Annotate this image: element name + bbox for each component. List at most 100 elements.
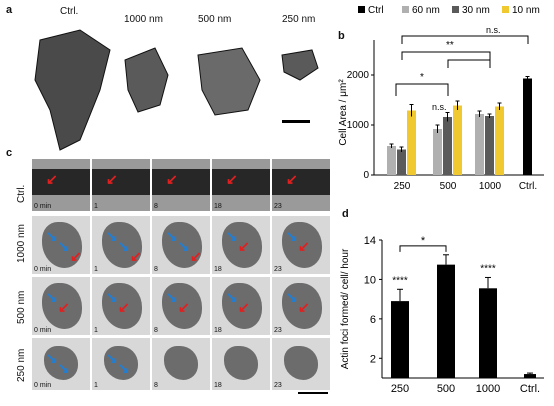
blue-arrow: ↘ bbox=[106, 228, 118, 244]
cell-image bbox=[222, 222, 262, 268]
bar-d-3 bbox=[524, 374, 536, 378]
cell-image bbox=[212, 169, 270, 195]
x-tick-label-d-0: 250 bbox=[391, 383, 409, 395]
bracket-d bbox=[399, 245, 447, 252]
time-label: 23 bbox=[274, 266, 282, 273]
cell-image bbox=[102, 283, 142, 329]
cell-ctrl bbox=[34, 29, 111, 151]
cell-image bbox=[152, 169, 210, 195]
micrograph-1-3: ↘ ↙ 18 bbox=[212, 216, 270, 274]
x-tick-label-d-2: 1000 bbox=[476, 383, 500, 395]
sig-d-250: **** bbox=[392, 275, 408, 286]
bar-b-2-1 bbox=[485, 116, 494, 175]
blue-arrow: ↘ bbox=[178, 238, 190, 254]
cell-image bbox=[222, 283, 262, 329]
sig-d-1000: **** bbox=[480, 263, 496, 274]
x-tick-label-d-3: Ctrl. bbox=[520, 383, 540, 395]
legend-label-0: Ctrl bbox=[368, 5, 384, 16]
time-label: 0 min bbox=[34, 266, 52, 273]
blue-arrow: ↘ bbox=[58, 238, 70, 254]
cell-image bbox=[92, 169, 150, 195]
time-label: 8 bbox=[154, 203, 158, 210]
sig-b-top: n.s. bbox=[486, 25, 501, 35]
bar-b-2-2 bbox=[495, 106, 504, 175]
panel-c-row-label-1: 1000 nm bbox=[16, 224, 27, 263]
chart-d: 2 6 10 14 Actin foci formed/ cell/ hour 250 50… bbox=[340, 235, 544, 395]
x-tick-label-b-1: 500 bbox=[440, 181, 457, 192]
blue-arrow: ↘ bbox=[46, 228, 58, 244]
legend-swatch-3 bbox=[502, 6, 509, 13]
blue-arrow: ↘ bbox=[46, 289, 58, 305]
micrograph-0-4: ↙ 23 bbox=[272, 159, 330, 211]
legend-swatch-2 bbox=[452, 6, 459, 13]
legend-label-3: 10 nm bbox=[512, 5, 540, 16]
red-arrow: ↙ bbox=[106, 171, 118, 187]
panel-c-row-label-3: 250 nm bbox=[16, 348, 27, 382]
cell-500 bbox=[197, 47, 261, 116]
panel-a-label-ctrl: Ctrl. bbox=[60, 6, 79, 17]
panel-c-letter: c bbox=[6, 147, 13, 159]
y-tick-label-d-2: 10 bbox=[364, 274, 376, 286]
y-tick-label-2: 2000 bbox=[347, 70, 370, 81]
micrograph-1-0: ↘ ↘ ↙ 0 min bbox=[32, 216, 90, 274]
cell-250 bbox=[281, 49, 319, 81]
legend-swatch-0 bbox=[358, 6, 365, 13]
blue-arrow: ↘ bbox=[58, 360, 70, 376]
panel-c-row-label-2: 500 nm bbox=[16, 290, 27, 324]
micrograph-0-2: ↙ 8 bbox=[152, 159, 210, 211]
bracket-b-low bbox=[395, 83, 449, 96]
sig-b-ns: n.s. bbox=[432, 102, 447, 112]
sig-b-single: * bbox=[420, 72, 424, 83]
blue-arrow: ↘ bbox=[118, 360, 130, 376]
red-arrow: ↙ bbox=[178, 299, 190, 315]
bracket-b-mid bbox=[401, 51, 491, 60]
red-arrow: ↙ bbox=[298, 238, 310, 254]
bar-b-0-1 bbox=[397, 149, 406, 175]
y-tick-label-d-3: 14 bbox=[364, 235, 376, 247]
blue-arrow: ↘ bbox=[118, 238, 130, 254]
cell-image bbox=[32, 169, 90, 195]
time-label: 18 bbox=[214, 266, 222, 273]
red-arrow: ↙ bbox=[226, 171, 238, 187]
time-label: 1 bbox=[94, 203, 98, 210]
red-arrow: ↙ bbox=[286, 171, 298, 187]
time-label: 1 bbox=[94, 266, 98, 273]
bar-b-1-0 bbox=[433, 129, 442, 175]
blue-arrow: ↘ bbox=[166, 289, 178, 305]
sig-b-double: ** bbox=[446, 40, 454, 51]
y-tick-label-0: 0 bbox=[363, 170, 369, 181]
legend-label-1: 60 nm bbox=[412, 5, 440, 16]
y-axis-label: Cell Area / μm² bbox=[338, 79, 349, 146]
micrograph-3-0: ↘ ↘ 0 min bbox=[32, 338, 90, 390]
red-arrow: ↙ bbox=[238, 238, 250, 254]
time-label: 8 bbox=[154, 327, 158, 334]
blue-arrow: ↘ bbox=[106, 350, 118, 366]
micrograph-2-0: ↘ ↙ 0 min bbox=[32, 277, 90, 335]
time-label: 18 bbox=[214, 327, 222, 334]
blue-arrow: ↘ bbox=[166, 228, 178, 244]
cell-1000 bbox=[124, 47, 169, 113]
panel-a-cells bbox=[34, 29, 319, 151]
bar-d-0 bbox=[391, 301, 409, 378]
cell-image bbox=[42, 283, 82, 329]
cell-image bbox=[224, 346, 258, 380]
time-label: 0 min bbox=[34, 203, 52, 210]
x-tick-label-b-2: 1000 bbox=[479, 181, 502, 192]
y-tick-label-d-1: 6 bbox=[370, 314, 376, 326]
red-arrow: ↙ bbox=[298, 299, 310, 315]
y-axis-label-d: Actin foci formed/ cell/ hour bbox=[340, 248, 351, 369]
red-arrow: ↙ bbox=[130, 248, 142, 264]
sig-d-bracket: * bbox=[421, 235, 426, 247]
time-label: 23 bbox=[274, 382, 282, 389]
bar-d-2 bbox=[479, 288, 497, 378]
cell-image bbox=[282, 222, 322, 268]
time-label: 1 bbox=[94, 327, 98, 334]
cell-image bbox=[272, 169, 330, 195]
x-tick-label-b-0: 250 bbox=[394, 181, 411, 192]
bar-b-3-3 bbox=[523, 78, 532, 175]
scale-bar-c bbox=[298, 392, 328, 394]
cell-image bbox=[282, 283, 322, 329]
time-label: 0 min bbox=[34, 327, 52, 334]
y-tick-label-1: 1000 bbox=[347, 120, 370, 131]
